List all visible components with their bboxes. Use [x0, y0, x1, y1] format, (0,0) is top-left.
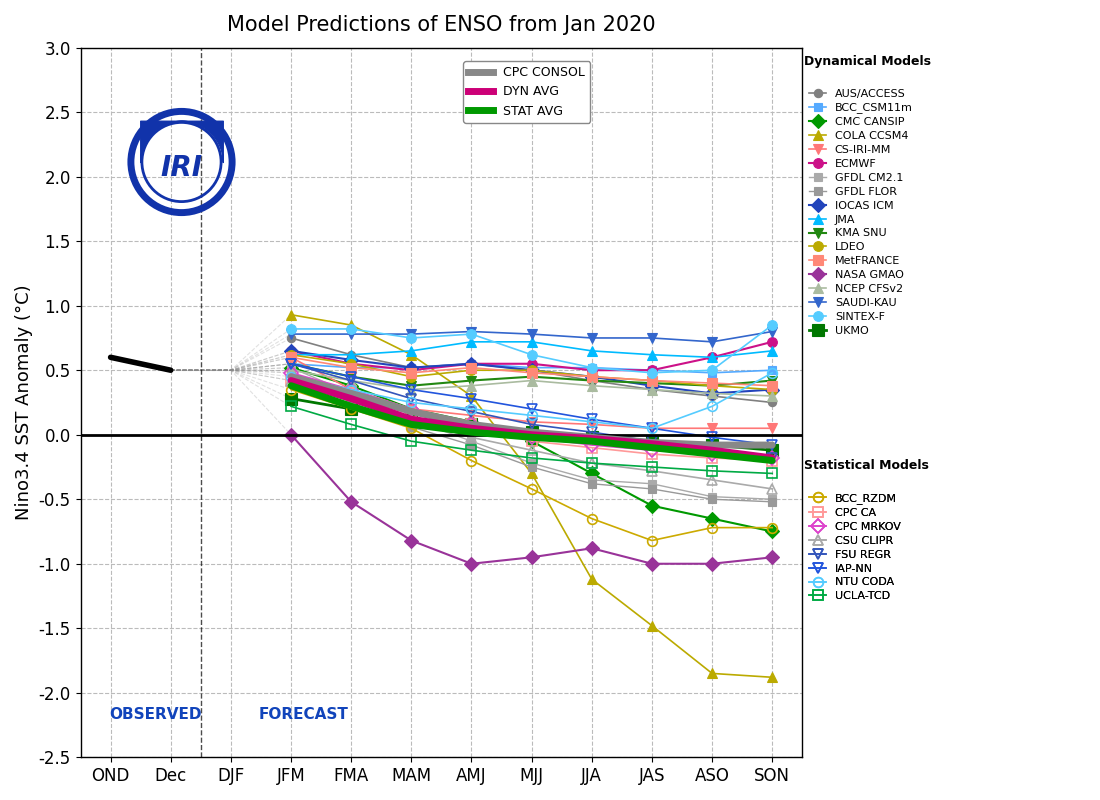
Text: OBSERVED: OBSERVED: [110, 706, 202, 722]
Text: Dynamical Models: Dynamical Models: [804, 54, 931, 68]
Text: IRI: IRI: [161, 154, 202, 182]
Text: FORECAST: FORECAST: [258, 706, 348, 722]
Title: Model Predictions of ENSO from Jan 2020: Model Predictions of ENSO from Jan 2020: [227, 15, 656, 35]
Y-axis label: Nino3.4 SST Anomaly (°C): Nino3.4 SST Anomaly (°C): [15, 285, 33, 520]
Text: Statistical Models: Statistical Models: [804, 459, 928, 472]
Legend: BCC_RZDM, CPC CA, CPC MRKOV, CSU CLIPR, FSU REGR, IAP-NN, NTU CODA, UCLA-TCD: BCC_RZDM, CPC CA, CPC MRKOV, CSU CLIPR, …: [810, 493, 901, 602]
